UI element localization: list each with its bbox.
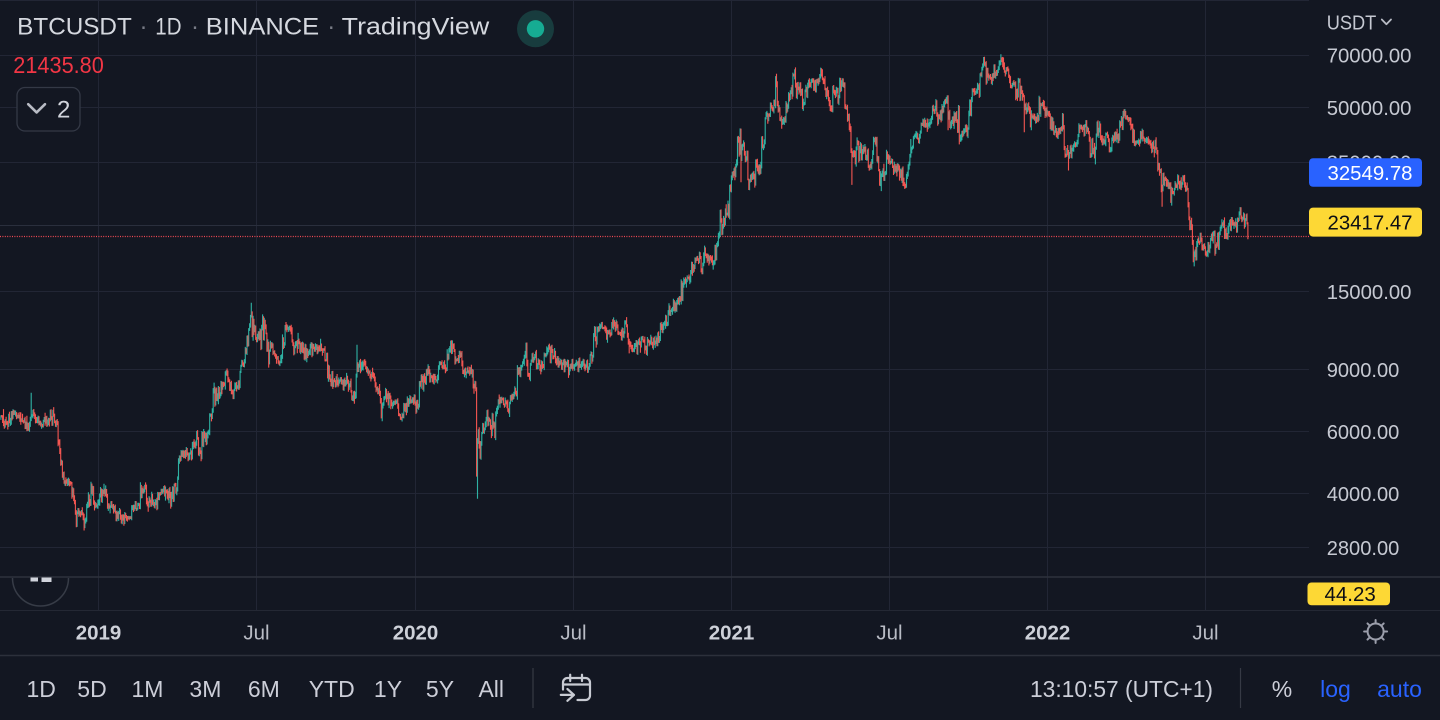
svg-text:USDT: USDT	[1327, 12, 1377, 35]
svg-text:All: All	[478, 676, 504, 702]
svg-text:·: ·	[191, 14, 199, 41]
svg-text:13:10:57 (UTC+1): 13:10:57 (UTC+1)	[1030, 676, 1213, 702]
svg-text:6000.00: 6000.00	[1327, 421, 1400, 444]
svg-text:4000.00: 4000.00	[1327, 483, 1400, 506]
svg-text:2800.00: 2800.00	[1327, 537, 1400, 560]
svg-text:·: ·	[140, 14, 148, 41]
svg-text:1M: 1M	[132, 676, 164, 702]
svg-text:3M: 3M	[189, 676, 221, 702]
svg-text:auto: auto	[1377, 676, 1422, 702]
svg-text:1D: 1D	[155, 14, 181, 41]
svg-text:Jul: Jul	[243, 622, 269, 645]
svg-text:5Y: 5Y	[426, 676, 454, 702]
svg-text:TradingView: TradingView	[342, 14, 490, 41]
svg-text:2: 2	[57, 97, 70, 124]
svg-text:Jul: Jul	[876, 622, 902, 645]
svg-text:5D: 5D	[77, 676, 106, 702]
svg-text:6M: 6M	[248, 676, 280, 702]
svg-text:2022: 2022	[1025, 622, 1071, 645]
svg-text:23417.47: 23417.47	[1328, 212, 1413, 235]
svg-text:1D: 1D	[26, 676, 55, 702]
svg-text:2019: 2019	[76, 622, 122, 645]
svg-text:YTD: YTD	[309, 676, 355, 702]
svg-text:log: log	[1320, 676, 1351, 702]
svg-text:21435.80: 21435.80	[13, 52, 104, 78]
svg-text:Jul: Jul	[1192, 622, 1218, 645]
svg-text:Jul: Jul	[560, 622, 586, 645]
svg-text:44.23: 44.23	[1325, 583, 1376, 606]
svg-text:%: %	[1272, 676, 1292, 702]
svg-text:·: ·	[327, 14, 335, 41]
svg-text:2021: 2021	[709, 622, 755, 645]
svg-text:70000.00: 70000.00	[1327, 45, 1412, 68]
svg-text:2020: 2020	[393, 622, 439, 645]
svg-text:BINANCE: BINANCE	[206, 14, 319, 41]
svg-text:9000.00: 9000.00	[1327, 359, 1400, 382]
svg-text:32549.78: 32549.78	[1328, 162, 1413, 185]
svg-text:15000.00: 15000.00	[1327, 281, 1412, 304]
svg-text:BTCUSDT: BTCUSDT	[17, 14, 132, 41]
svg-text:50000.00: 50000.00	[1327, 97, 1412, 120]
svg-text:1Y: 1Y	[374, 676, 402, 702]
